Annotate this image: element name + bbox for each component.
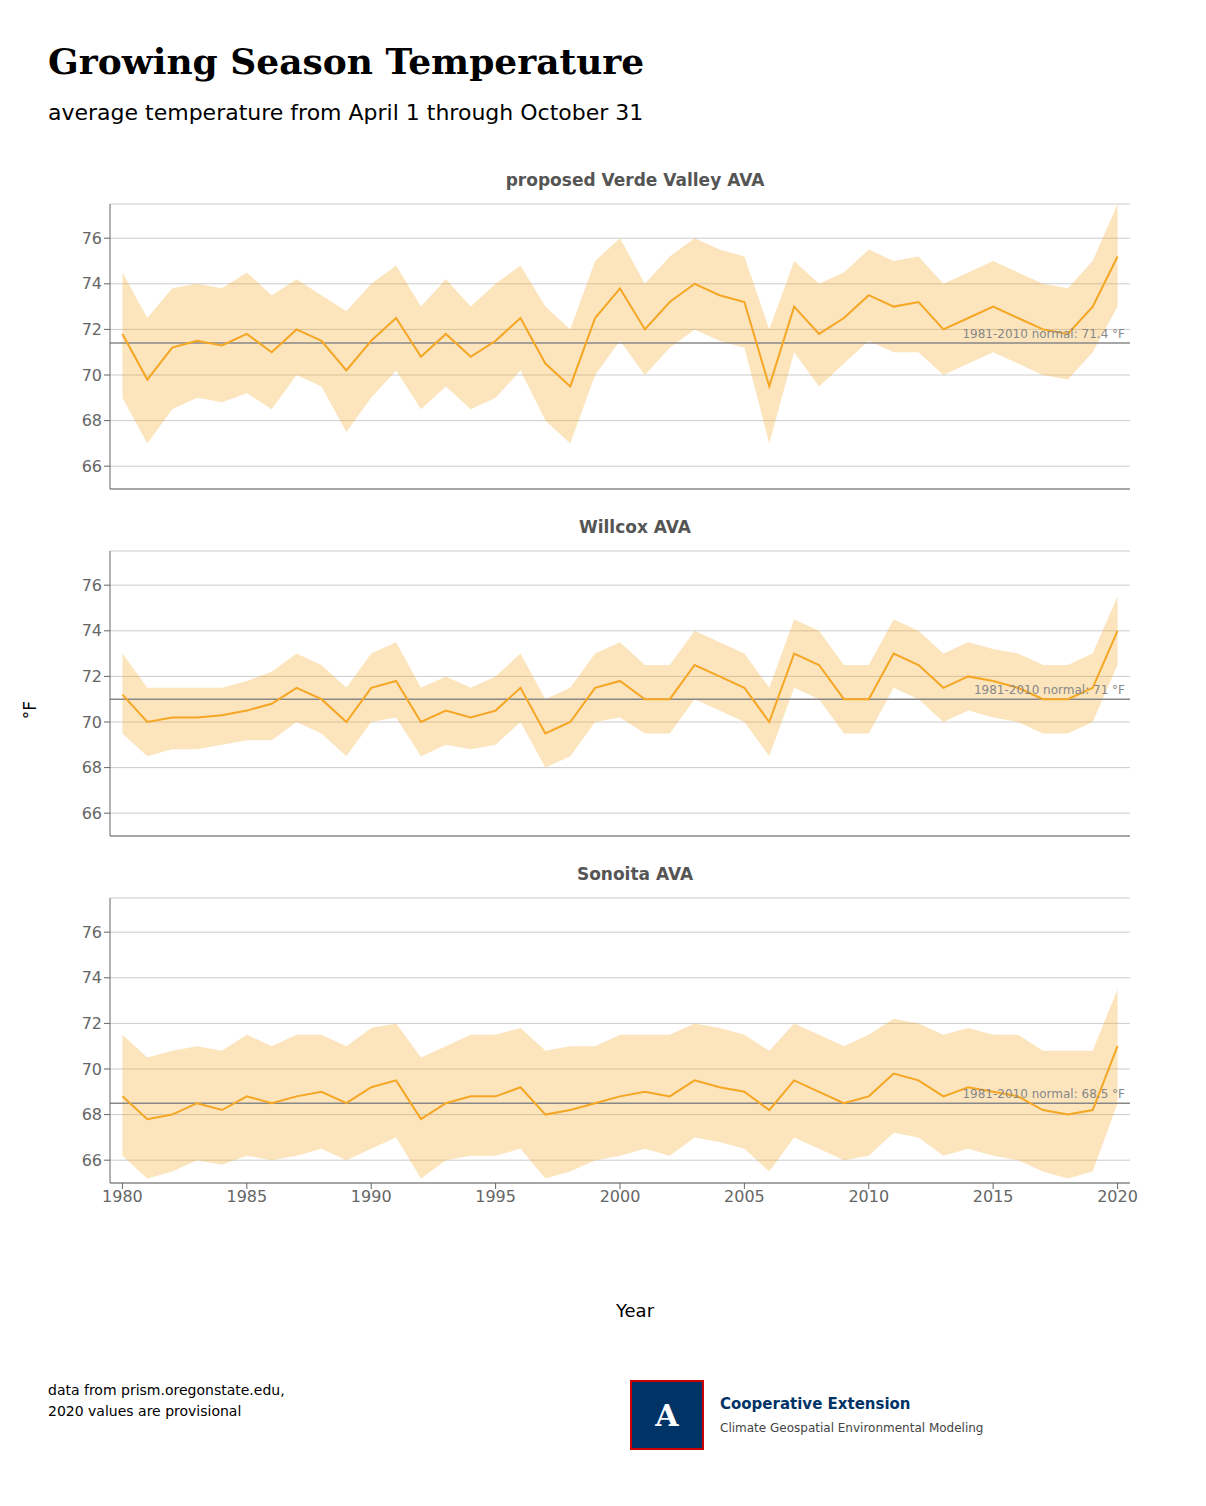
svg-text:1985: 1985 (226, 1187, 267, 1206)
svg-text:70: 70 (82, 713, 102, 732)
svg-text:2020: 2020 (1097, 1187, 1138, 1206)
html-text:Growing Season Temperature: Growing Season Temperature (48, 40, 645, 82)
svg-text:66: 66 (82, 1151, 102, 1170)
svg-text:2000: 2000 (600, 1187, 641, 1206)
svg-text:74: 74 (82, 621, 102, 640)
svg-text:70: 70 (82, 1060, 102, 1079)
svg-text:2015: 2015 (973, 1187, 1014, 1206)
html-text:Sonoita AVA: Sonoita AVA (576, 864, 694, 884)
html-text:Year: Year (615, 1300, 654, 1321)
svg-text:68: 68 (82, 758, 102, 777)
svg-text:68: 68 (82, 1105, 102, 1124)
html-text:°F: °F (20, 700, 40, 720)
svg-text:76: 76 (82, 923, 102, 942)
svg-text:76: 76 (82, 229, 102, 248)
svg-text:74: 74 (82, 968, 102, 987)
svg-text:68: 68 (82, 411, 102, 430)
svg-text:70: 70 (82, 366, 102, 385)
html-text:proposed Verde Valley AVA: proposed Verde Valley AVA (505, 170, 765, 190)
svg-text:1981-2010 normal: 68.5 °F: 1981-2010 normal: 68.5 °F (962, 1087, 1125, 1101)
svg-text:72: 72 (82, 1014, 102, 1033)
html-text:data from prism.oregonstate.ed: data from prism.oregonstate.edu, 2020 va… (48, 1382, 285, 1419)
svg-text:1981-2010 normal: 71 °F: 1981-2010 normal: 71 °F (974, 683, 1125, 697)
html-text:Climate Geospatial Environment: Climate Geospatial Environmental Modelin… (720, 1421, 984, 1435)
svg-text:1990: 1990 (351, 1187, 392, 1206)
svg-text:72: 72 (82, 320, 102, 339)
svg-text:1995: 1995 (475, 1187, 516, 1206)
html-text:Cooperative Extension: Cooperative Extension (720, 1395, 911, 1413)
svg-text:2005: 2005 (724, 1187, 765, 1206)
svg-text:76: 76 (82, 576, 102, 595)
svg-text:1981-2010 normal: 71.4 °F: 1981-2010 normal: 71.4 °F (962, 327, 1125, 341)
html-text:average temperature from April: average temperature from April 1 through… (48, 100, 644, 125)
svg-text:2010: 2010 (848, 1187, 889, 1206)
svg-text:74: 74 (82, 274, 102, 293)
svg-text:66: 66 (82, 804, 102, 823)
html-text:A: A (655, 1397, 679, 1433)
svg-text:72: 72 (82, 667, 102, 686)
svg-text:1980: 1980 (102, 1187, 143, 1206)
svg-text:66: 66 (82, 457, 102, 476)
html-text:Willcox AVA: Willcox AVA (579, 517, 691, 537)
